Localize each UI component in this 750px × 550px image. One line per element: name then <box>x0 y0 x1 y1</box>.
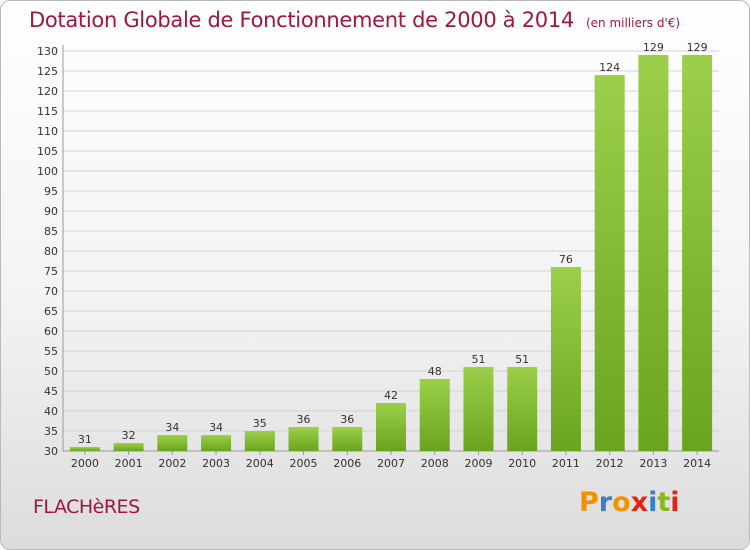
value-label: 35 <box>253 417 267 430</box>
value-label: 31 <box>78 433 92 446</box>
bar-2006 <box>332 427 363 451</box>
y-tick-label: 70 <box>44 285 58 298</box>
value-label: 34 <box>209 421 223 434</box>
y-tick-label: 115 <box>37 105 58 118</box>
x-tick-label: 2013 <box>639 457 667 470</box>
y-tick-label: 90 <box>44 205 58 218</box>
x-tick-label: 2000 <box>71 457 99 470</box>
y-tick-label: 95 <box>44 185 58 198</box>
x-tick-label: 2014 <box>683 457 711 470</box>
axes: 30 35 40 45 50 55 60 65 70 75 80 85 90 95 100 105 110 115… <box>37 45 719 470</box>
value-label: 36 <box>340 413 354 426</box>
y-tick-label: 80 <box>44 245 58 258</box>
x-tick-label: 2001 <box>115 457 143 470</box>
x-tick-label: 2007 <box>377 457 405 470</box>
bar-2004 <box>244 431 275 451</box>
data-labels: 31 32 34 34 35 36 36 42 48 51 51 76 124 129 129 <box>78 41 708 446</box>
x-tick-label: 2006 <box>333 457 361 470</box>
x-tick-label: 2002 <box>158 457 186 470</box>
proxiti-logo: Proxiti <box>579 487 680 518</box>
bar-2003 <box>201 435 232 451</box>
bar-2007 <box>376 403 406 451</box>
chart-subtitle: (en milliers d'€) <box>585 16 681 30</box>
y-tick-label: 40 <box>44 405 58 418</box>
chart-title: Dotation Globale de Fonctionnement de 20… <box>29 8 574 32</box>
y-tick-label: 125 <box>37 65 58 78</box>
y-tick-label: 100 <box>37 165 58 178</box>
y-tick-label: 65 <box>44 305 58 318</box>
logo-letter: P <box>579 487 599 518</box>
value-label: 34 <box>165 421 179 434</box>
y-tick-label: 120 <box>37 85 58 98</box>
x-tick-label: 2011 <box>552 457 580 470</box>
x-tick-label: 2005 <box>290 457 318 470</box>
bar-2008 <box>419 379 450 451</box>
y-tick-label: 60 <box>44 325 58 338</box>
y-tick-label: 45 <box>44 385 58 398</box>
y-tick-label: 105 <box>37 145 58 158</box>
y-tick-label: 130 <box>37 45 58 58</box>
bar-2012 <box>594 75 625 451</box>
value-label: 48 <box>428 365 442 378</box>
logo-letter: i <box>670 487 680 518</box>
bar-2009 <box>463 367 494 451</box>
commune-name: FLACHèRES <box>33 496 140 518</box>
value-label: 129 <box>687 41 708 54</box>
bar-2010 <box>507 367 538 451</box>
value-label: 51 <box>471 353 485 366</box>
value-label: 76 <box>559 253 573 266</box>
title-row: Dotation Globale de Fonctionnement de 20… <box>29 8 680 32</box>
y-tick-label: 35 <box>44 425 58 438</box>
value-label: 129 <box>643 41 664 54</box>
y-tick-label: 50 <box>44 365 58 378</box>
y-tick-label: 110 <box>37 125 58 138</box>
x-tick-label: 2010 <box>508 457 536 470</box>
y-tick-label: 85 <box>44 225 58 238</box>
bars <box>69 55 713 451</box>
logo-letter: t <box>657 487 671 518</box>
logo-letter: r <box>598 487 613 518</box>
logo-letter: x <box>630 487 649 518</box>
x-tick-label: 2009 <box>464 457 492 470</box>
bar-2000 <box>69 447 100 451</box>
y-tick-label: 30 <box>44 445 58 458</box>
value-label: 42 <box>384 389 398 402</box>
bar-2002 <box>157 435 188 451</box>
x-tick-label: 2003 <box>202 457 230 470</box>
y-tick-label: 75 <box>44 265 58 278</box>
x-tick-label: 2012 <box>596 457 624 470</box>
value-label: 36 <box>297 413 311 426</box>
value-label: 51 <box>515 353 529 366</box>
bar-2001 <box>113 443 144 451</box>
y-tick-label: 55 <box>44 345 58 358</box>
x-tick-label: 2004 <box>246 457 274 470</box>
bar-2013 <box>638 55 669 451</box>
value-label: 32 <box>122 429 136 442</box>
logo-letter: o <box>612 487 631 518</box>
bar-2014 <box>682 55 713 451</box>
x-tick-label: 2008 <box>421 457 449 470</box>
bar-2011 <box>550 267 581 451</box>
value-label: 124 <box>599 61 620 74</box>
logo-letter: i <box>648 487 658 518</box>
bar-2005 <box>288 427 319 451</box>
